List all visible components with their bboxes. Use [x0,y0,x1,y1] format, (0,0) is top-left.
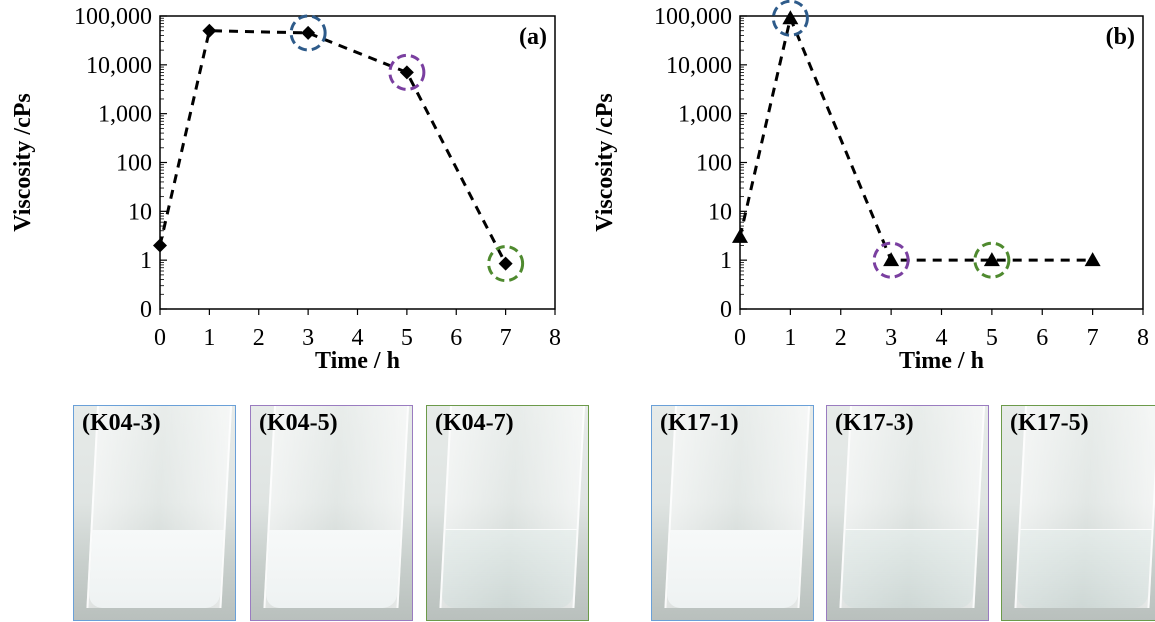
y-tick-label: 100,000 [74,4,152,30]
x-tick-label: 6 [450,325,462,351]
y-tick-label: 10 [128,199,152,225]
x-tick-label: 6 [1036,325,1048,351]
sample-photo-k04-7: (K04-7) [426,405,589,621]
x-tick-label: 0 [154,325,166,351]
x-tick-label: 3 [885,325,897,351]
x-tick-label: 7 [500,325,512,351]
data-point [202,23,217,38]
highlight-circle [388,53,426,91]
y-tick-label: 1,000 [678,102,732,128]
x-tick-label: 8 [1137,325,1149,351]
data-point [782,10,799,25]
sample-photo-k17-5: (K17-5) [1001,405,1155,621]
y-tick-label: 0 [720,297,732,323]
y-tick-label: 10,000 [666,53,732,79]
data-point [883,252,900,267]
sample-photo-k04-5: (K04-5) [250,405,413,621]
data-point [153,238,167,253]
photo-caption: (K17-3) [835,410,914,436]
series-line [738,13,1093,262]
y-tick-label: 10,000 [86,53,152,79]
series-line [158,29,507,265]
sample-liquid [265,530,401,608]
y-tick-label: 1 [720,248,732,274]
data-point [983,252,1000,267]
sample-liquid [441,529,577,608]
sample-liquid [666,530,802,608]
y-axis-title: Viscosity /cPs [592,93,618,231]
sample-liquid [88,530,224,608]
data-point [732,228,748,243]
y-tick-label: 1 [140,248,152,274]
photo-caption: (K17-5) [1010,410,1089,436]
sample-liquid [841,529,977,608]
panel-label: (b) [1106,24,1135,50]
x-axis-title: Time / h [315,348,400,374]
sample-liquid [1016,529,1152,608]
viscosity-chart-a: 0 1 10 100 1,000 10,000 100,000 0 1 2 3 4 5 6 7 8 Time /… [10,4,561,374]
y-tick-label: 0 [140,297,152,323]
x-tick-label: 1 [203,325,215,351]
x-tick-label: 3 [302,325,314,351]
plot-frame [159,15,556,310]
highlight-circle [872,241,910,279]
y-tick-label: 10 [708,199,732,225]
y-tick-label: 100 [696,151,732,177]
x-tick-label: 2 [835,325,847,351]
sample-photo-k17-3: (K17-3) [826,405,989,621]
x-tick-label: 1 [784,325,796,351]
y-tick-label: 1,000 [98,102,152,128]
plot-frame [739,15,1144,310]
data-point [399,65,414,80]
x-tick-label: 4 [352,325,364,351]
data-point [498,256,513,271]
highlight-circle [487,245,525,283]
sample-photo-k17-1: (K17-1) [651,405,814,621]
y-tick-label: 100,000 [654,4,732,30]
y-tick-label: 100 [116,151,152,177]
x-tick-label: 8 [549,325,561,351]
x-tick-label: 5 [401,325,413,351]
viscosity-chart-b: 0 1 10 100 1,000 10,000 100,000 0 1 2 3 4 5 6 7 8 Time /… [592,0,1149,374]
highlight-circle [289,14,327,52]
photo-caption: (K04-5) [259,410,338,436]
sample-photo-k04-3: (K04-3) [73,405,236,621]
x-tick-label: 7 [1087,325,1099,351]
panel-label: (a) [519,24,547,50]
x-tick-label: 0 [734,325,746,351]
data-point [301,25,316,40]
data-point [1084,252,1101,267]
photo-caption: (K04-7) [435,410,514,436]
x-tick-label: 2 [253,325,265,351]
y-axis-title: Viscosity /cPs [10,93,36,231]
x-tick-label: 4 [936,325,948,351]
highlight-circle [973,241,1011,279]
highlight-circle [771,0,809,37]
photo-caption: (K04-3) [82,410,161,436]
x-axis-title: Time / h [899,348,984,374]
photo-caption: (K17-1) [660,410,739,436]
x-tick-label: 5 [986,325,998,351]
